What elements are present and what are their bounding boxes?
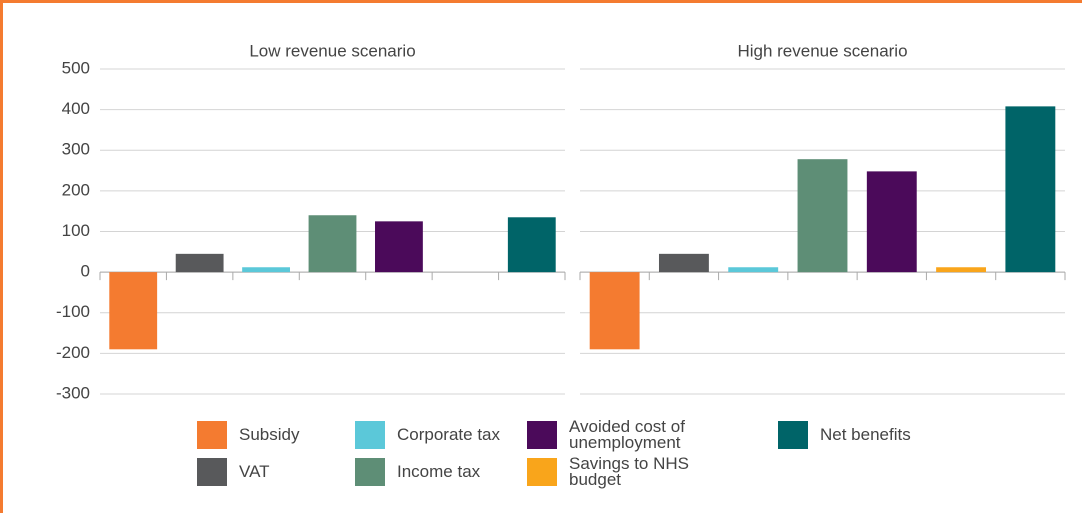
- y-tick-label: -300: [56, 383, 90, 402]
- bar: [728, 267, 779, 273]
- legend-swatch: [527, 421, 557, 449]
- legend-item: VAT: [197, 456, 389, 488]
- legend-swatch: [197, 421, 227, 449]
- bar: [242, 267, 290, 273]
- legend-label: Avoided cost of unemployment: [569, 417, 685, 452]
- y-tick-label: 0: [81, 262, 90, 281]
- legend-swatch: [527, 458, 557, 486]
- legend-item: Net benefits: [778, 419, 970, 451]
- legend-item: Savings to NHS budget: [527, 454, 719, 489]
- legend-item: Subsidy: [197, 419, 389, 451]
- y-tick-label: 500: [62, 58, 90, 77]
- legend-swatch: [197, 458, 227, 486]
- legend-item: Avoided cost of unemployment: [527, 417, 719, 452]
- bar: [589, 272, 640, 350]
- legend-item: Corporate tax: [355, 419, 547, 451]
- legend-swatch: [355, 458, 385, 486]
- legend-label: Income tax: [397, 462, 481, 481]
- legend-label: Corporate tax: [397, 425, 500, 444]
- y-tick-label: 100: [62, 221, 90, 240]
- panel-title: Low revenue scenario: [249, 41, 415, 60]
- panel-title: High revenue scenario: [737, 41, 907, 60]
- legend-label: VAT: [239, 462, 270, 481]
- bar: [797, 159, 848, 273]
- y-tick-label: 400: [62, 99, 90, 118]
- bar: [507, 217, 556, 273]
- bar: [109, 272, 158, 350]
- y-tick-label: -200: [56, 343, 90, 362]
- legend-item: Income tax: [355, 456, 547, 488]
- y-tick-label: 300: [62, 140, 90, 159]
- bar: [866, 171, 917, 273]
- bar: [936, 267, 987, 273]
- bar: [175, 253, 224, 273]
- legend-label: Savings to NHS budget: [569, 454, 689, 489]
- legend-label: Net benefits: [820, 425, 911, 444]
- legend-swatch: [778, 421, 808, 449]
- bar: [1005, 106, 1056, 273]
- bar: [308, 215, 357, 273]
- y-tick-label: 200: [62, 180, 90, 199]
- legend-swatch: [355, 421, 385, 449]
- bar: [658, 253, 709, 273]
- bar: [375, 221, 423, 273]
- y-tick-label: -100: [56, 302, 90, 321]
- legend-label: Subsidy: [239, 425, 300, 444]
